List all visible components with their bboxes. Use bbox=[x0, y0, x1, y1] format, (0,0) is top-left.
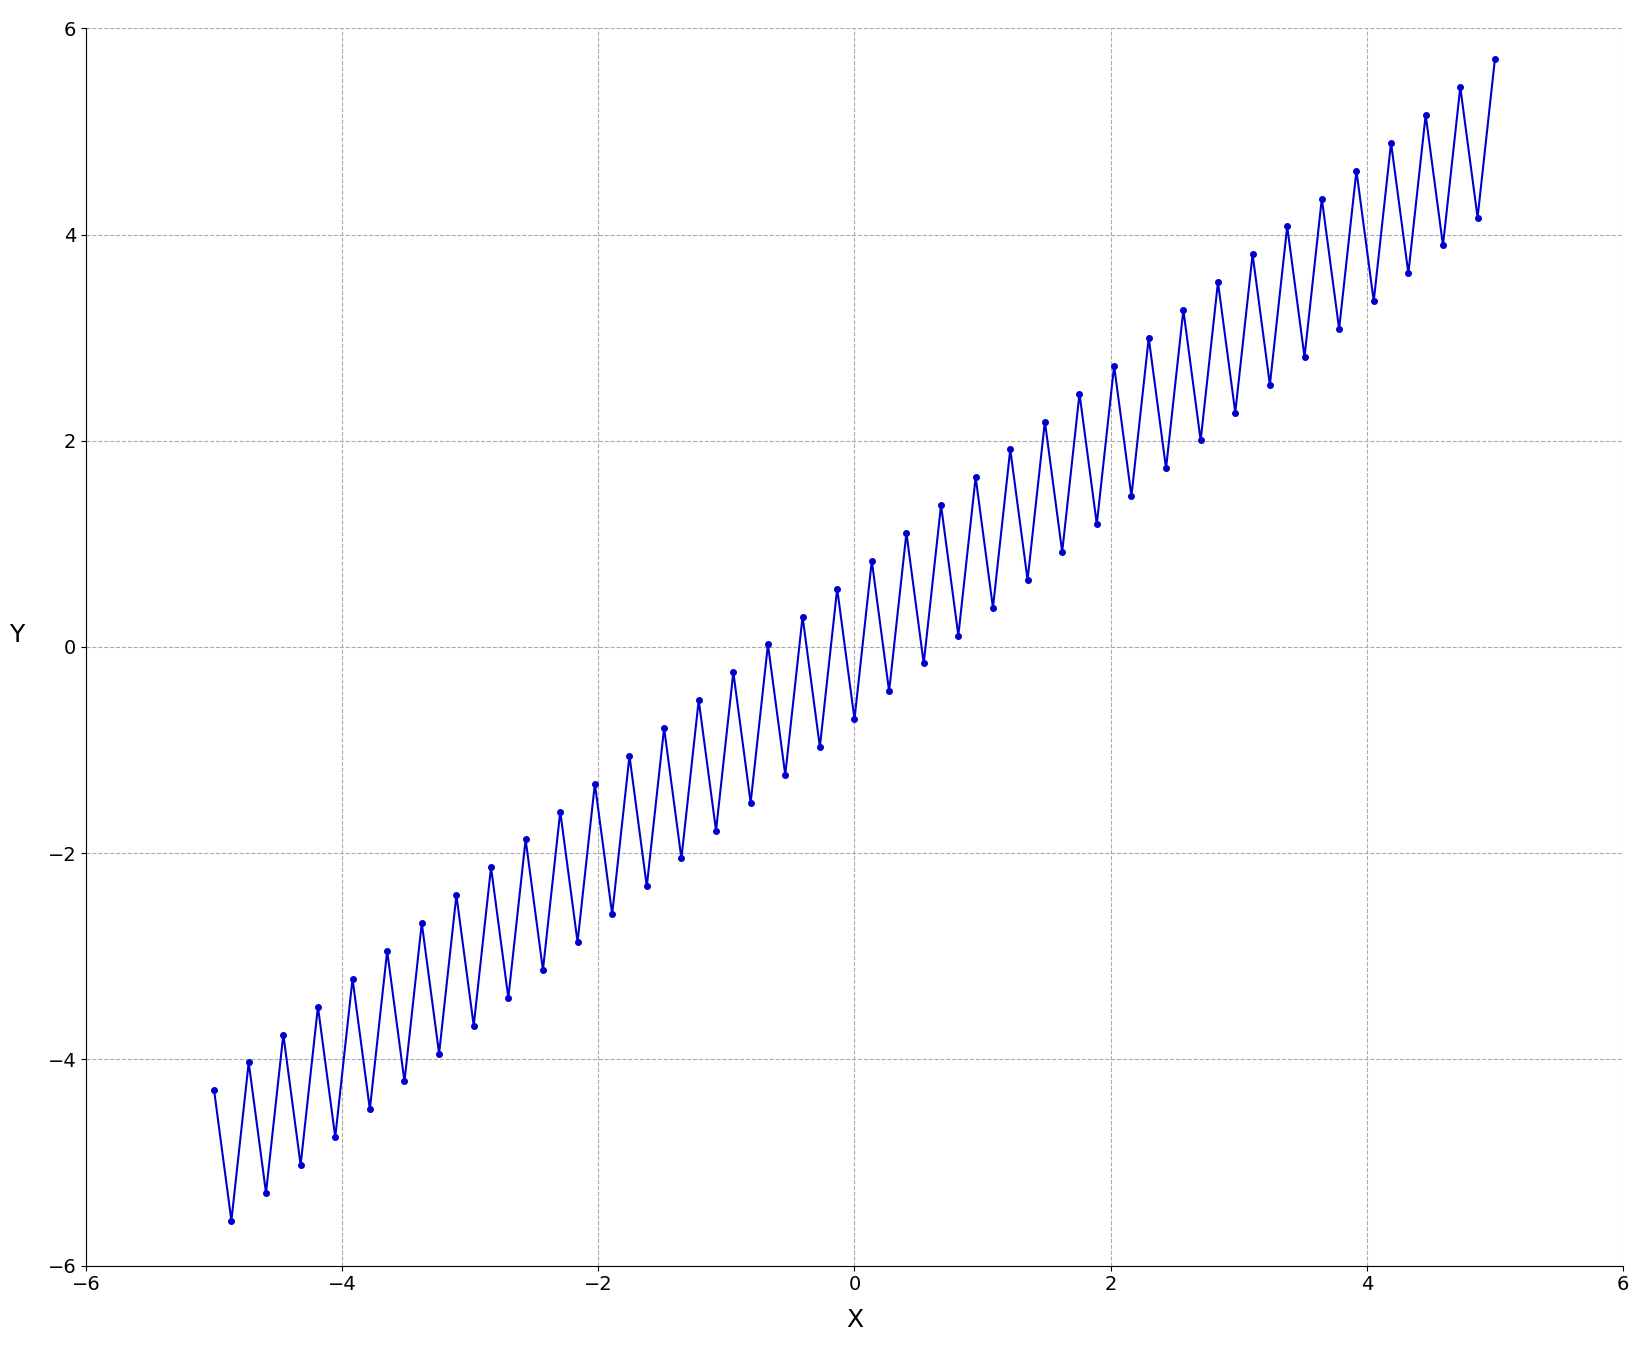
Y-axis label: Y: Y bbox=[10, 622, 25, 647]
X-axis label: X: X bbox=[846, 1308, 863, 1333]
